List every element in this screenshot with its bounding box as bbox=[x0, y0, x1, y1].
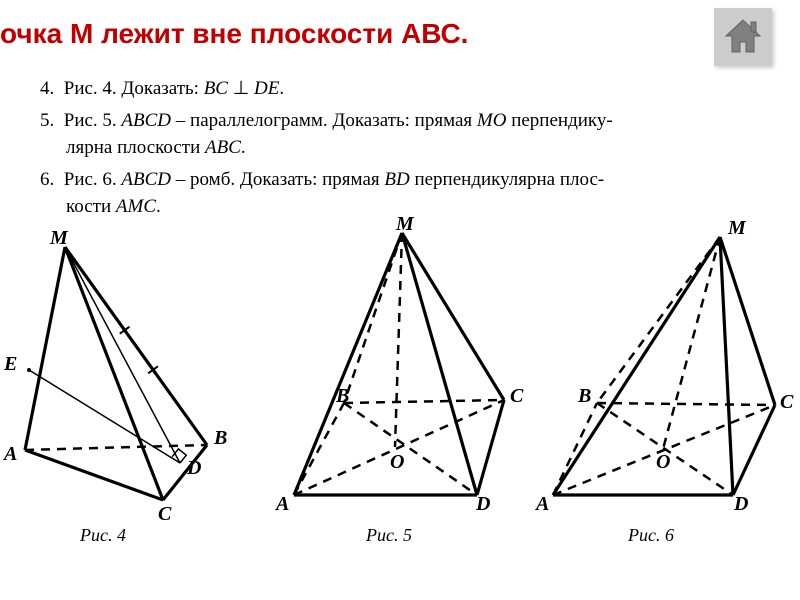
p6-cond: – ромб. Доказать: прямая bbox=[171, 169, 384, 190]
figure-4 bbox=[5, 225, 270, 515]
p5-cond: – параллелограмм. Доказать: прямая bbox=[171, 110, 477, 131]
problem-5: 5. Рис. 5. ABCD – параллелограмм. Доказа… bbox=[40, 107, 760, 162]
f6-label-B: B bbox=[578, 385, 591, 408]
f6-label-C: C bbox=[780, 391, 793, 414]
f6-label-O: O bbox=[656, 451, 670, 474]
f5-label-O: O bbox=[390, 451, 404, 474]
p5-t3: . bbox=[241, 137, 246, 158]
problem-4: 4. Рис. 4. Доказать: BC ⊥ DE. bbox=[40, 75, 760, 103]
home-icon bbox=[722, 16, 764, 58]
home-button[interactable] bbox=[714, 8, 772, 66]
p6-obj: ABCD bbox=[121, 169, 171, 190]
figures-row: M E A B C D Рис. 4 M A B C D O Рис. 5 M … bbox=[0, 225, 800, 565]
p6-line: BD bbox=[384, 169, 409, 190]
p4-task: Доказать: bbox=[121, 78, 199, 99]
p5-t1: перпендику- bbox=[506, 110, 612, 131]
f4-label-M: M bbox=[50, 227, 68, 250]
p6-t2: кости bbox=[66, 196, 116, 217]
problem-list: 4. Рис. 4. Доказать: BC ⊥ DE. 5. Рис. 5.… bbox=[40, 75, 760, 225]
f5-label-A: A bbox=[276, 493, 289, 516]
f5-label-B: B bbox=[336, 385, 349, 408]
p6-plane: AMC bbox=[116, 196, 156, 217]
p4-ref: Рис. 4. bbox=[64, 78, 117, 99]
p4-lhs: BC bbox=[204, 78, 228, 99]
p5-plane: ABC bbox=[205, 137, 241, 158]
p4-tail: . bbox=[279, 78, 284, 99]
f4-label-C: C bbox=[158, 503, 171, 526]
p4-num: 4. bbox=[40, 78, 54, 99]
f5-label-C: C bbox=[510, 385, 523, 408]
f4-label-E: E bbox=[4, 353, 17, 376]
p5-num: 5. bbox=[40, 110, 54, 131]
p6-num: 6. bbox=[40, 169, 54, 190]
p5-line: MO bbox=[477, 110, 507, 131]
f4-label-B: B bbox=[214, 427, 227, 450]
p5-ref: Рис. 5. bbox=[64, 110, 117, 131]
p4-perp: ⊥ bbox=[233, 78, 250, 99]
f5-label-M: M bbox=[396, 213, 414, 236]
f4-label-A: A bbox=[4, 443, 17, 466]
f6-label-A: A bbox=[536, 493, 549, 516]
f4-label-D: D bbox=[187, 457, 201, 480]
f5-caption: Рис. 5 bbox=[366, 525, 412, 546]
p4-rhs: DE bbox=[254, 78, 279, 99]
f4-caption: Рис. 4 bbox=[80, 525, 126, 546]
p6-ref: Рис. 6. bbox=[64, 169, 117, 190]
f6-label-D: D bbox=[734, 493, 748, 516]
f6-caption: Рис. 6 bbox=[628, 525, 674, 546]
p5-obj: ABCD bbox=[121, 110, 171, 131]
f6-label-M: M bbox=[728, 217, 746, 240]
p5-t2: лярна плоскости bbox=[66, 137, 205, 158]
p6-t1: перпендикулярна плос- bbox=[410, 169, 605, 190]
slide-title: очка М лежит вне плоскости АВС. bbox=[0, 18, 468, 50]
f5-label-D: D bbox=[476, 493, 490, 516]
p6-t3: . bbox=[156, 196, 161, 217]
